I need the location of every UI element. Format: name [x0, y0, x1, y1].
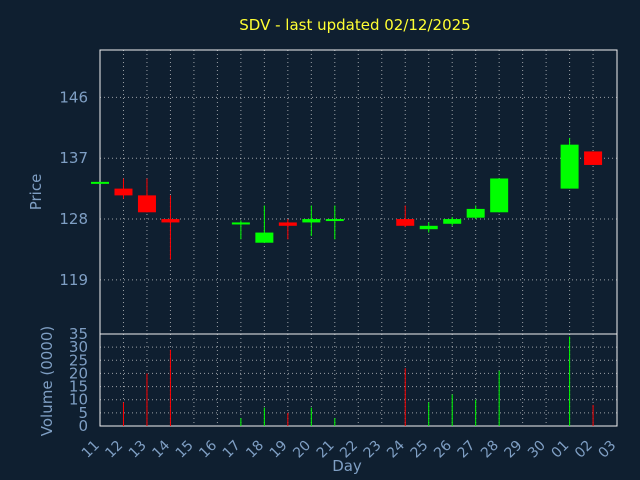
candle-body	[419, 225, 438, 230]
candle-body	[584, 151, 603, 165]
candle-body	[137, 195, 156, 213]
price-y-tick-label: 137	[59, 149, 88, 167]
candle-body	[231, 222, 250, 225]
x-axis-label: Day	[332, 457, 362, 475]
volume-y-tick-label: 35	[69, 325, 88, 343]
volume-y-tick-label: 10	[69, 391, 88, 409]
candle-body	[278, 222, 297, 226]
candle-body	[91, 181, 109, 184]
candle-body	[466, 208, 485, 218]
volume-y-tick-label: 25	[69, 351, 88, 369]
price-y-tick-label: 119	[59, 271, 88, 289]
candle-body	[114, 188, 133, 196]
price-y-tick-label: 128	[59, 210, 88, 228]
volume-y-tick-label: 30	[69, 338, 88, 356]
chart-title: SDV - last updated 02/12/2025	[239, 16, 470, 34]
volume-y-tick-label: 20	[69, 364, 88, 382]
candle-body	[302, 219, 321, 223]
price-grid	[100, 50, 617, 334]
candle-body	[325, 219, 344, 222]
candlestick-series	[91, 137, 603, 260]
volume-series	[122, 336, 594, 426]
candle-body	[443, 219, 462, 224]
candle-body	[396, 219, 415, 226]
candle-body	[560, 144, 579, 189]
candle-body	[490, 178, 509, 213]
candle-body	[161, 219, 180, 223]
volume-y-tick-label: 0	[78, 417, 88, 435]
candle-body	[255, 232, 274, 243]
volume-y-tick-label: 15	[69, 378, 88, 396]
volume-y-tick-label: 5	[78, 404, 88, 422]
price-y-axis-label: Price	[27, 174, 45, 211]
volume-panel-frame	[99, 333, 618, 427]
price-y-tick-label: 146	[59, 88, 88, 106]
volume-y-axis-label: Volume (0000)	[38, 326, 56, 436]
price-axis-ticks: 119 128 137 146	[59, 88, 88, 289]
